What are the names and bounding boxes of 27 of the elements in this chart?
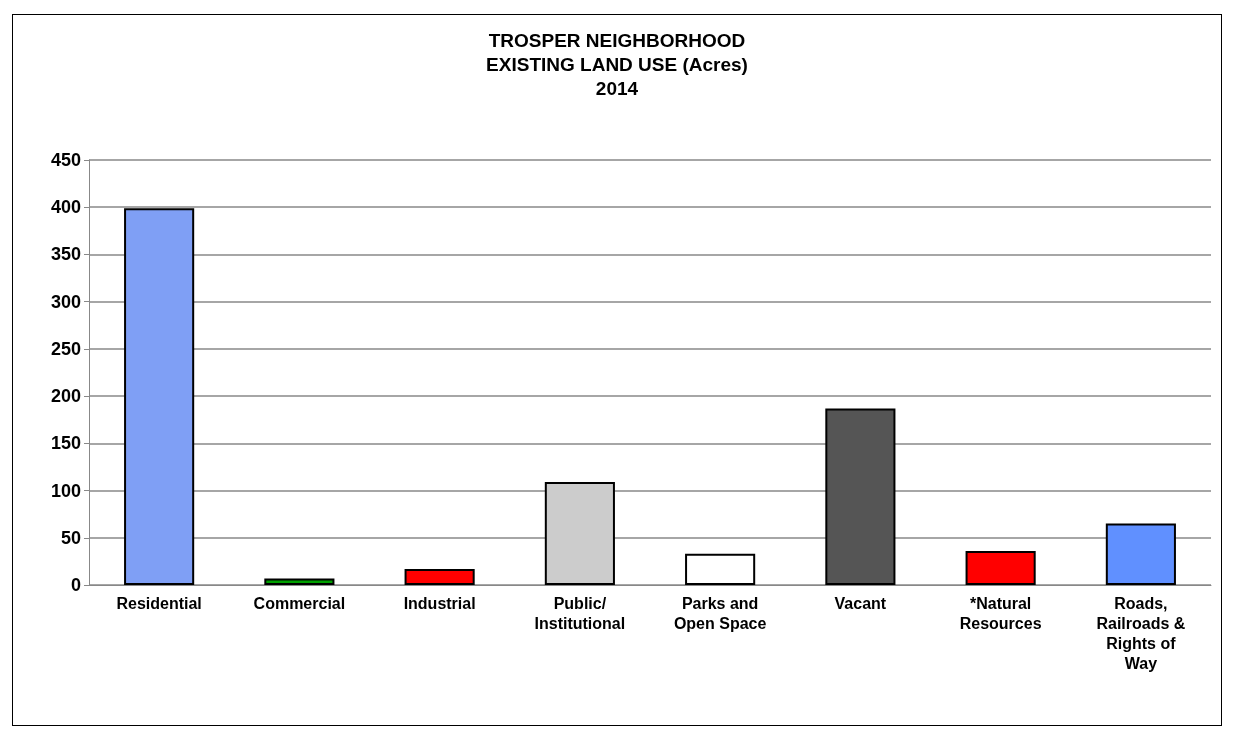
bar: [404, 568, 475, 585]
y-tick-label: 250: [50, 338, 81, 359]
bar: [965, 551, 1036, 585]
chart-title: TROSPER NEIGHBORHOOD EXISTING LAND USE (Acres) 2014: [486, 29, 748, 99]
y-tick-label: 450: [50, 150, 81, 170]
bar: [264, 578, 335, 585]
x-tick-label: Residential: [116, 594, 202, 612]
y-tick-label: 350: [50, 244, 81, 265]
x-tick-label: *Natural Resources: [959, 594, 1042, 632]
y-tick-label: 150: [50, 433, 81, 454]
y-tick-label: 200: [50, 386, 81, 407]
y-tick-label: 0: [70, 575, 81, 595]
x-tick-label: Industrial: [403, 594, 476, 612]
y-tick-label: 400: [50, 197, 81, 218]
x-tick-label: Commercial: [253, 594, 346, 612]
bar: [685, 553, 756, 585]
x-tick-label: Public/ Institutional: [534, 594, 626, 632]
bar: [544, 482, 615, 585]
x-tick-label: Parks and Open Space: [673, 594, 767, 632]
y-tick-label: 50: [60, 527, 81, 548]
y-tick-label: 100: [50, 480, 81, 501]
bar: [124, 208, 195, 585]
bar: [825, 408, 896, 585]
x-tick-label: Vacant: [834, 594, 887, 612]
y-tick-label: 300: [50, 291, 81, 312]
x-tick-label: Roads, Railroads & Rights of Way: [1096, 594, 1186, 672]
bar: [1105, 523, 1176, 585]
